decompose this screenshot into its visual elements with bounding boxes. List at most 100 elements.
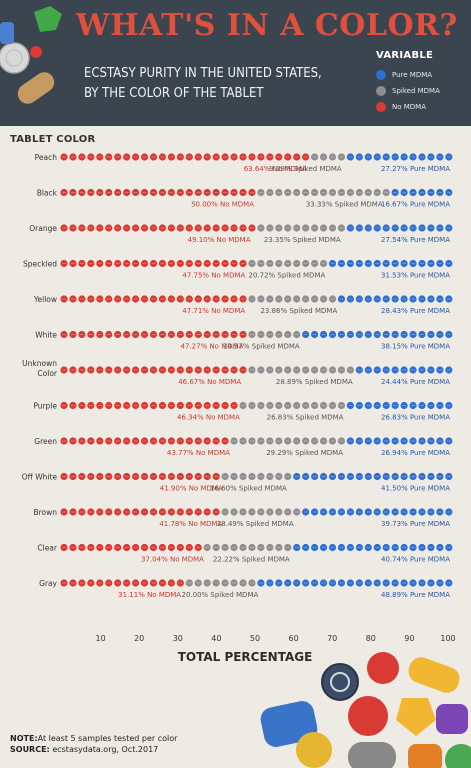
pure-mdma-value-label: 40.74% Pure MDMA (381, 556, 450, 564)
no-mdma-pill (123, 224, 131, 232)
pure-mdma-pill (373, 330, 381, 339)
no-mdma-pill (132, 437, 140, 445)
no-mdma-pill (194, 295, 202, 303)
pure-mdma-value-label: 27.54% Pure MDMA (381, 236, 450, 244)
pills-illustration-bottom-icon (260, 652, 471, 768)
no-mdma-pill (149, 295, 158, 303)
no-mdma-pill (60, 472, 68, 481)
no-mdma-pill (185, 472, 193, 481)
legend-label-pure: Pure MDMA (392, 71, 433, 79)
no-mdma-pill (105, 401, 113, 410)
pure-mdma-pill (364, 330, 372, 339)
no-mdma-pill (87, 437, 95, 445)
no-mdma-pill (78, 437, 86, 445)
no-mdma-pill (105, 543, 113, 552)
no-mdma-pill (140, 153, 149, 161)
pure-mdma-pill (302, 330, 310, 339)
category-label: Black (37, 189, 58, 198)
no-mdma-pill (149, 153, 158, 161)
spiked-mdma-pill (284, 437, 292, 445)
spiked-mdma-pill (203, 543, 211, 552)
spiked-mdma-pill (203, 579, 211, 587)
category-label: Orange (29, 224, 57, 233)
no-mdma-pill (149, 259, 158, 268)
pure-mdma-pill (346, 472, 354, 481)
pure-mdma-pill (337, 295, 346, 303)
no-mdma-pill (185, 153, 193, 161)
pure-mdma-pill (445, 153, 453, 161)
no-mdma-pill (230, 366, 238, 374)
pure-mdma-pill (427, 188, 435, 197)
spiked-mdma-pill (284, 188, 292, 197)
spiked-mdma-pill (328, 188, 337, 197)
no-mdma-pill (203, 295, 211, 303)
pure-mdma-pill (418, 295, 426, 303)
category-label: Gray (39, 579, 57, 588)
no-mdma-pill (239, 259, 247, 268)
spiked-mdma-value-label: 20.72% Spiked MDMA (248, 272, 325, 280)
spiked-mdma-pill (257, 437, 265, 445)
pure-mdma-pill (418, 508, 426, 516)
no-mdma-pill (185, 259, 193, 268)
source-text: ecstasydata.org, Oct.2017 (52, 745, 159, 754)
no-mdma-pill (69, 508, 77, 516)
no-mdma-pill (105, 295, 113, 303)
spiked-mdma-pill (266, 437, 274, 445)
pure-mdma-pill (445, 224, 453, 232)
no-mdma-pill (158, 543, 167, 552)
pure-mdma-pill (328, 543, 337, 552)
no-mdma-pill (230, 188, 238, 197)
pure-mdma-pill (302, 579, 310, 587)
spiked-mdma-pill (328, 366, 337, 374)
no-mdma-pill (60, 401, 68, 410)
no-mdma-pill (230, 401, 238, 410)
no-mdma-pill (87, 295, 95, 303)
no-mdma-pill (123, 543, 131, 552)
no-mdma-pill (149, 366, 158, 374)
spiked-mdma-pill (311, 437, 319, 445)
no-mdma-pill (212, 472, 220, 481)
no-mdma-pill (69, 543, 77, 552)
no-mdma-pill (149, 579, 158, 587)
spiked-mdma-pill (355, 188, 363, 197)
pure-mdma-pill (293, 543, 301, 552)
pure-mdma-pill (427, 224, 435, 232)
pure-mdma-pill (337, 472, 346, 481)
spiked-mdma-pill (248, 437, 256, 445)
spiked-mdma-pill (275, 224, 283, 232)
no-mdma-pill (212, 330, 220, 339)
no-mdma-pill (203, 401, 211, 410)
pure-mdma-pill (436, 330, 444, 339)
spiked-mdma-pill (284, 543, 292, 552)
no-mdma-pill (132, 579, 140, 587)
spiked-mdma-pill (257, 366, 265, 374)
no-mdma-pill (149, 224, 158, 232)
spiked-mdma-pill (275, 188, 283, 197)
pure-mdma-pill (337, 543, 346, 552)
pure-mdma-pill (400, 401, 408, 410)
pills-illustration-top-icon (0, 6, 62, 104)
no-mdma-pill (221, 330, 229, 339)
no-mdma-value-label: 31.11% No MDMA (118, 591, 181, 599)
no-mdma-pill (230, 224, 238, 232)
no-mdma-pill (140, 330, 149, 339)
category-label: Color (37, 369, 57, 378)
no-mdma-pill (194, 401, 202, 410)
no-mdma-pill (176, 188, 184, 197)
spiked-mdma-pill (302, 437, 310, 445)
no-mdma-pill (105, 579, 113, 587)
pure-mdma-pill (364, 579, 372, 587)
no-mdma-pill (60, 295, 68, 303)
spiked-mdma-value-label: 18.49% Spiked MDMA (217, 520, 294, 528)
pure-mdma-pill (445, 330, 453, 339)
pure-mdma-pill (382, 579, 390, 587)
no-mdma-pill (203, 366, 211, 374)
category-label: Speckled (23, 260, 57, 269)
no-mdma-pill (78, 295, 86, 303)
pure-mdma-pill (418, 366, 426, 374)
pure-mdma-pill (302, 472, 310, 481)
pure-mdma-pill (445, 472, 453, 481)
no-mdma-pill (167, 153, 175, 161)
no-mdma-value-label: 41.78% No MDMA (159, 520, 222, 528)
no-mdma-pill (176, 543, 184, 552)
